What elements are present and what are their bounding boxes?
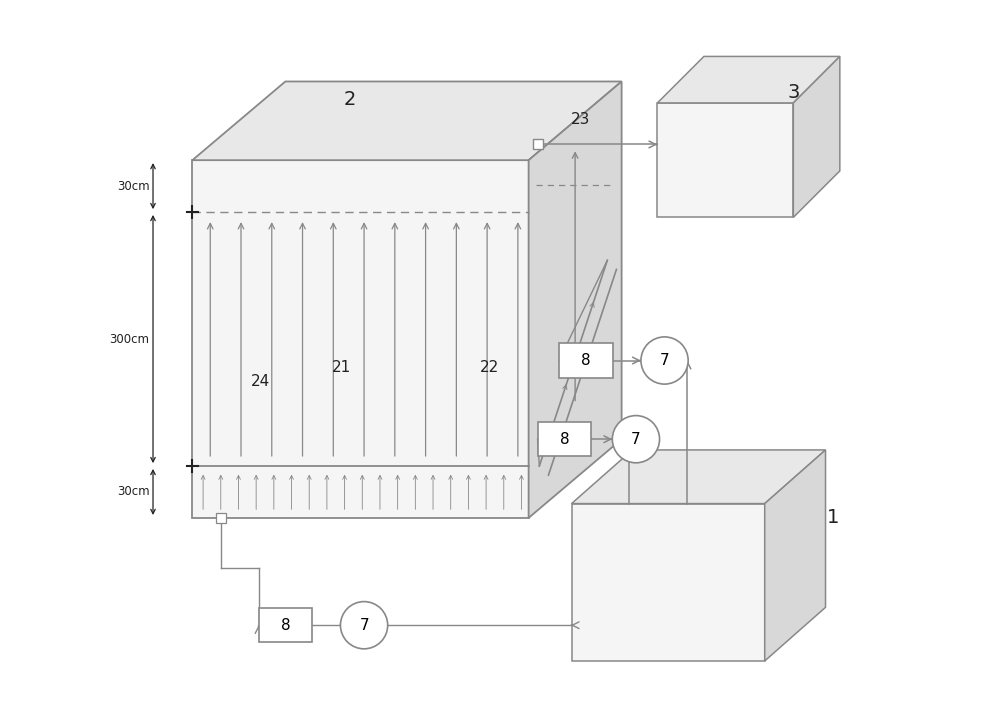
Polygon shape	[572, 503, 765, 661]
Text: 8: 8	[281, 618, 290, 633]
Text: 30cm: 30cm	[117, 180, 149, 193]
Polygon shape	[793, 56, 840, 218]
Text: 21: 21	[332, 360, 351, 375]
Circle shape	[641, 337, 688, 384]
Polygon shape	[765, 450, 826, 661]
Bar	[538, 422, 591, 456]
Text: 1: 1	[826, 508, 839, 527]
Text: 2: 2	[344, 90, 356, 109]
Text: 7: 7	[359, 618, 369, 633]
Polygon shape	[192, 81, 622, 160]
Bar	[533, 139, 543, 149]
Polygon shape	[572, 450, 826, 503]
Text: 23: 23	[571, 112, 591, 127]
Polygon shape	[192, 160, 529, 518]
Polygon shape	[529, 81, 622, 518]
Text: 3: 3	[787, 83, 800, 102]
Text: 7: 7	[631, 432, 641, 447]
Bar	[259, 608, 312, 642]
Text: 22: 22	[480, 360, 499, 375]
Circle shape	[612, 415, 660, 463]
Circle shape	[340, 601, 388, 649]
Bar	[216, 513, 226, 523]
Text: 8: 8	[560, 432, 569, 447]
Polygon shape	[657, 56, 840, 103]
Bar	[559, 343, 613, 378]
Text: 30cm: 30cm	[117, 485, 149, 498]
Text: 300cm: 300cm	[109, 332, 149, 345]
Polygon shape	[657, 103, 793, 218]
Text: 7: 7	[660, 353, 669, 368]
Text: 24: 24	[251, 374, 270, 389]
Text: 8: 8	[581, 353, 591, 368]
